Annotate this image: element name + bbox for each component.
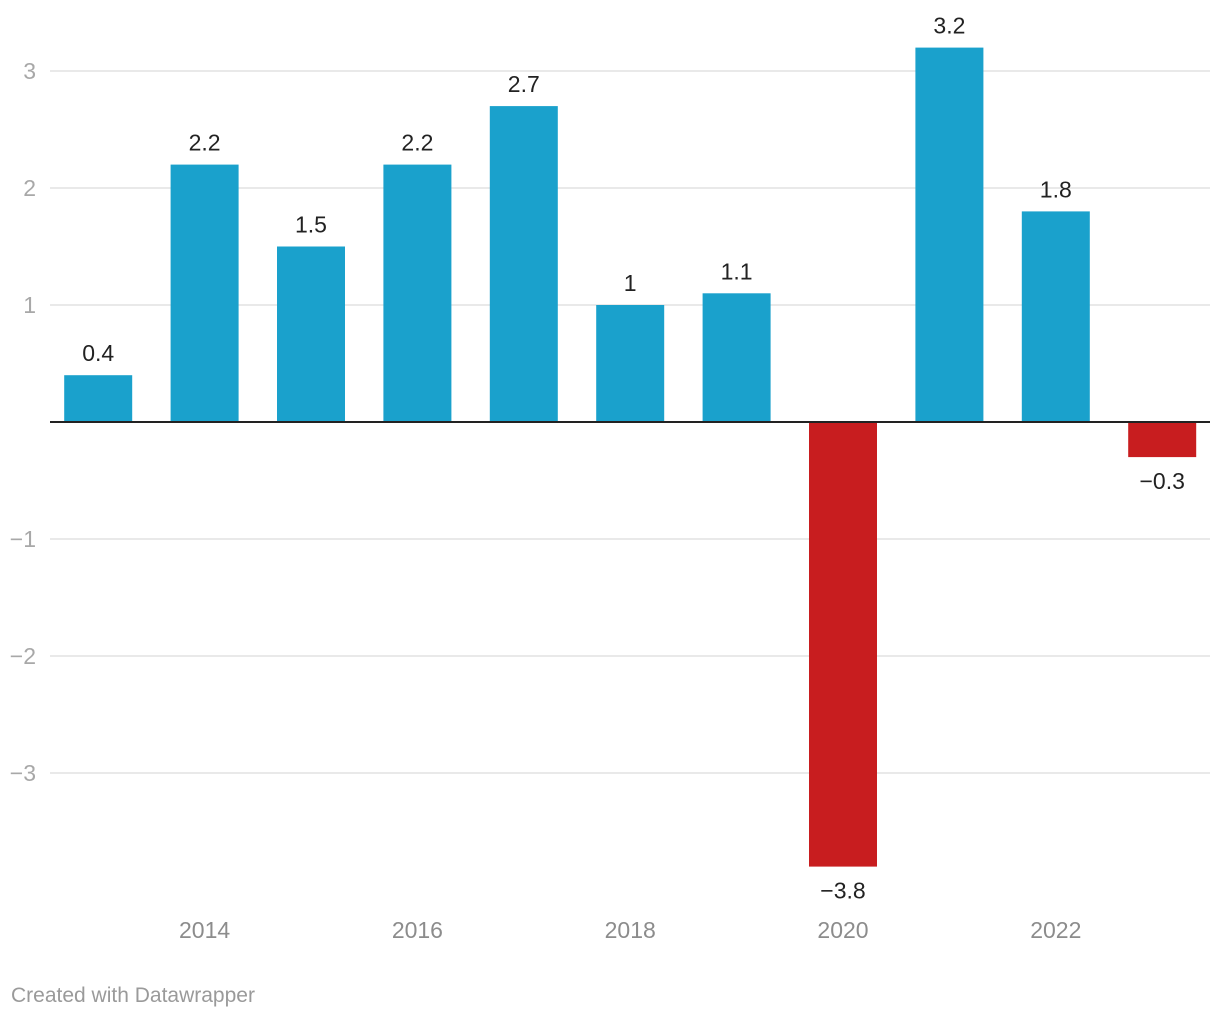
x-tick-label: 2014 xyxy=(179,917,230,943)
data-label-2018: 1 xyxy=(624,270,637,296)
y-tick-label: 2 xyxy=(23,175,36,201)
data-label-2013: 0.4 xyxy=(82,340,114,366)
y-tick-label: −3 xyxy=(10,760,36,786)
data-label-2023: −0.3 xyxy=(1139,468,1184,494)
y-tick-label: 1 xyxy=(23,292,36,318)
axes: 3 2 1 −1 −2 −3 2014 2016 2018 2020 2022 xyxy=(10,58,1210,943)
bar-2016 xyxy=(383,164,452,422)
datawrapper-credit: Created with Datawrapper xyxy=(11,984,255,1007)
bar-2013 xyxy=(64,375,133,422)
bar-2014 xyxy=(170,164,239,422)
bar-2020 xyxy=(809,422,877,867)
data-label-2019: 1.1 xyxy=(721,258,753,284)
x-tick-label: 2022 xyxy=(1030,917,1081,943)
bar-2019 xyxy=(702,293,771,422)
data-labels: 0.4 2.2 1.5 2.2 2.7 1 1.1 −3.8 3.2 1.8 −0.3 xyxy=(82,13,1185,904)
bar-chart: 3 2 1 −1 −2 −3 2014 2016 2018 2020 2022 0.4 2.2 1.5 2… xyxy=(10,13,1210,943)
x-tick-label: 2016 xyxy=(392,917,443,943)
y-tick-label: −2 xyxy=(10,643,36,669)
bars xyxy=(64,47,1197,867)
data-label-2020: −3.8 xyxy=(820,878,865,904)
bar-2017 xyxy=(489,106,558,422)
bar-2022 xyxy=(1021,211,1090,422)
bar-2021 xyxy=(915,47,984,422)
x-tick-label: 2020 xyxy=(817,917,868,943)
data-label-2022: 1.8 xyxy=(1040,176,1072,202)
y-tick-label: 3 xyxy=(23,58,36,84)
bar-2023 xyxy=(1128,422,1197,458)
x-tick-label: 2018 xyxy=(605,917,656,943)
bar-2015 xyxy=(277,246,345,422)
data-label-2014: 2.2 xyxy=(189,130,221,156)
data-label-2016: 2.2 xyxy=(401,130,433,156)
bar-2018 xyxy=(596,305,665,422)
y-tick-label: −1 xyxy=(10,526,36,552)
data-label-2021: 3.2 xyxy=(933,13,965,39)
data-label-2015: 1.5 xyxy=(295,212,327,238)
data-label-2017: 2.7 xyxy=(508,71,540,97)
